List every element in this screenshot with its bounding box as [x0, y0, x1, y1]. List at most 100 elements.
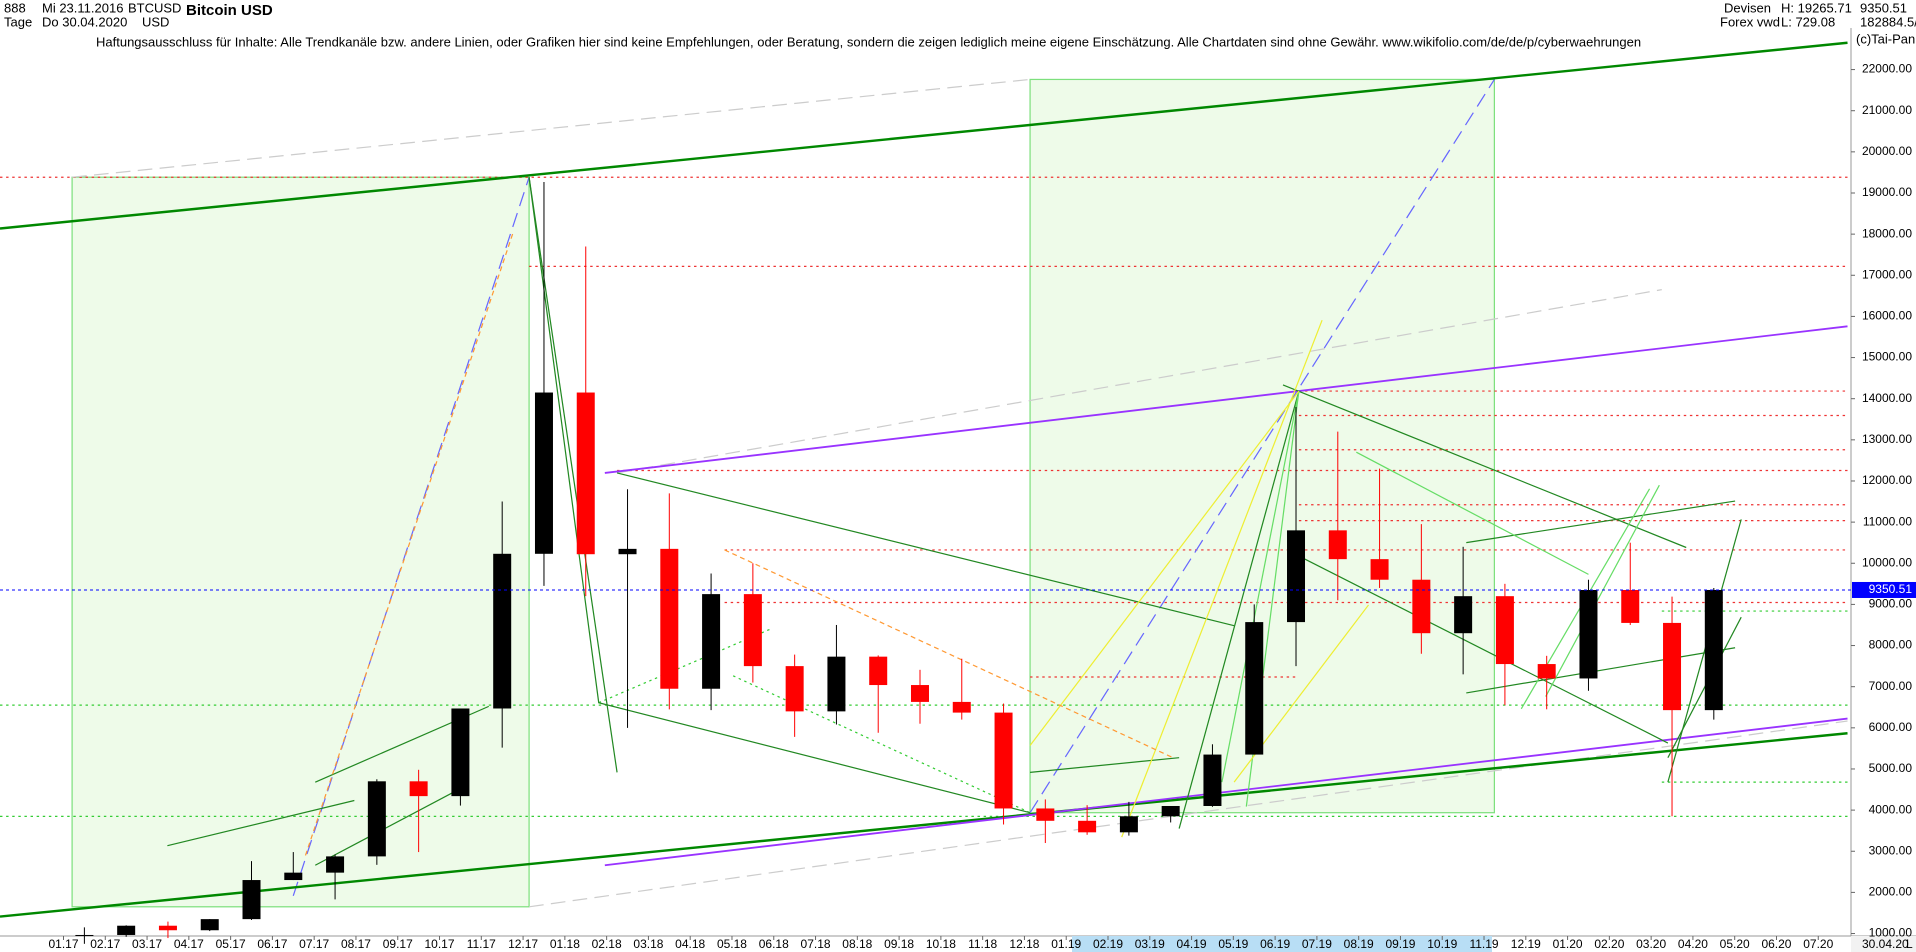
candle-body	[576, 392, 595, 555]
x-tick-label: 07.19	[1302, 937, 1332, 951]
title: Bitcoin USD	[186, 2, 273, 19]
x-tick-label: 12.18	[1009, 937, 1039, 951]
x-tick-label: 02.20	[1594, 937, 1624, 951]
y-tick-label: 1000.00	[1869, 926, 1913, 940]
candle-body	[994, 712, 1013, 809]
x-tick-label: 04.19	[1177, 937, 1207, 951]
x-tick-label: 12.17	[508, 937, 538, 951]
last-price-box	[1852, 581, 1916, 598]
candle-body	[75, 934, 94, 936]
candle-body	[660, 548, 679, 689]
x-tick-label: 06.18	[759, 937, 789, 951]
dashed-lines	[72, 78, 1848, 908]
x-tick-label: 03.17	[132, 937, 162, 951]
y-tick-label: 18000.00	[1862, 226, 1912, 240]
y-tick-label: 13000.00	[1862, 432, 1912, 446]
candle-body	[743, 594, 762, 667]
x-tick-label: 05.18	[717, 937, 747, 951]
candle-body	[1078, 820, 1097, 833]
x-tick-label: 11.19	[1469, 937, 1498, 951]
last-price-label: 9350.51	[1869, 582, 1913, 596]
candle-body	[1161, 805, 1180, 817]
candle-body	[1663, 622, 1682, 711]
channel	[0, 41, 1848, 918]
market: Devisen	[1724, 0, 1771, 15]
copyright: (c)Tai-Pan	[1856, 31, 1915, 46]
candle-body	[451, 708, 470, 797]
candle-body	[409, 781, 428, 797]
x-tick-label: 11.17	[467, 937, 496, 951]
symbol: 888	[4, 0, 26, 15]
candle-body	[242, 880, 261, 920]
axis-highlight	[1072, 936, 1492, 952]
candle-body	[827, 656, 846, 712]
candle-body	[869, 656, 888, 686]
y-tick-label: 2000.00	[1869, 885, 1913, 899]
end-date: 30.04.20	[1862, 937, 1909, 951]
y-tick-label: 11000.00	[1863, 514, 1912, 528]
y-tick-label: 7000.00	[1869, 679, 1913, 693]
x-tick-label: 04.17	[174, 937, 204, 951]
y-tick-label: 5000.00	[1869, 761, 1913, 775]
candle-body	[1537, 664, 1556, 679]
candle-body	[1454, 596, 1473, 634]
last: 9350.51	[1860, 0, 1907, 15]
x-tick-label: 08.18	[842, 937, 872, 951]
y-tick-label: 19000.00	[1862, 185, 1912, 199]
x-tick-label: 02.17	[90, 937, 120, 951]
candle-body	[1328, 530, 1347, 560]
x-tick-label: 05.17	[216, 937, 246, 951]
x-tick-label: 07.20	[1803, 937, 1833, 951]
candle-body	[1036, 808, 1055, 821]
candle-body	[367, 781, 386, 857]
ticker: BTCUSD	[128, 0, 181, 15]
candle-body	[618, 548, 637, 555]
channel	[604, 325, 1848, 867]
x-tick-label: 07.18	[801, 937, 831, 951]
candle-body	[200, 919, 219, 931]
candle-body	[158, 925, 177, 931]
x-tick-label: 04.18	[675, 937, 705, 951]
x-tick-label: 10.19	[1427, 937, 1457, 951]
x-tick-label: 06.17	[257, 937, 287, 951]
x-tick-label: 06.19	[1260, 937, 1290, 951]
candle-body	[1412, 579, 1431, 634]
date-to: Do 30.04.2020	[42, 14, 127, 29]
candle-body	[910, 685, 929, 702]
x-tick-label: 01.19	[1051, 937, 1081, 951]
candle-body	[1621, 590, 1640, 623]
source: Forex vwd	[1720, 14, 1780, 29]
period: Tage	[4, 14, 32, 29]
candle-body	[785, 666, 804, 712]
x-tick-label: 01.17	[48, 937, 78, 951]
header: 888 Mi 23.11.2016 Tage Do 30.04.2020 BTC…	[4, 0, 1916, 951]
y-tick-label: 20000.00	[1862, 144, 1912, 158]
x-tick-label: 03.20	[1636, 937, 1666, 951]
header-bar	[0, 0, 1916, 28]
candle-body	[493, 553, 512, 709]
x-tick-label: 03.19	[1135, 937, 1165, 951]
y-tick-label: 14000.00	[1862, 391, 1912, 405]
y-tick-label: 16000.00	[1862, 309, 1912, 323]
x-tick-label: 09.18	[884, 937, 914, 951]
date-from: Mi 23.11.2016	[42, 0, 123, 15]
x-tick-label: 10.17	[425, 937, 455, 951]
x-tick-label: 02.19	[1093, 937, 1123, 951]
x-tick-label: 09.17	[383, 937, 413, 951]
y-tick-label: 6000.00	[1869, 720, 1913, 734]
x-tick-label: 04.20	[1678, 937, 1708, 951]
y-tick-label: 17000.00	[1862, 267, 1912, 281]
trend-lines	[304, 232, 1174, 856]
candle-body	[534, 392, 553, 554]
candle-body	[326, 856, 345, 873]
candle-body	[1119, 816, 1138, 833]
candle-body	[284, 872, 303, 881]
y-tick-label: 12000.00	[1862, 473, 1912, 487]
currency: USD	[142, 14, 169, 29]
x-tick-label: 01.18	[550, 937, 580, 951]
trend-lines	[167, 177, 1742, 866]
y-tick-label: 10000.00	[1862, 555, 1912, 569]
x-tick-label: 11.18	[968, 937, 997, 951]
y-tick-label: 22000.00	[1862, 62, 1912, 76]
x-tick-label: 05.20	[1720, 937, 1750, 951]
